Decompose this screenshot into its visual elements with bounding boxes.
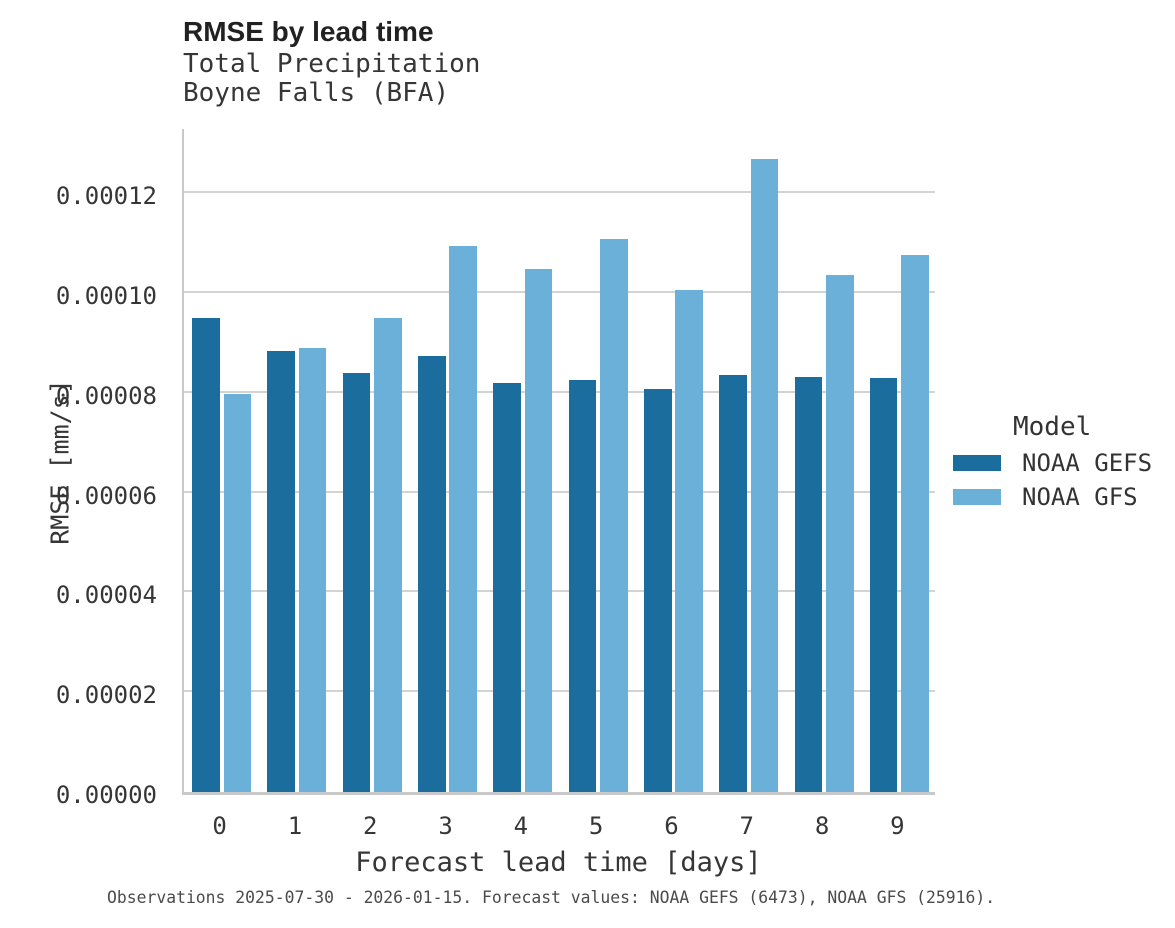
y-tick-label-0.00012: 0.00012 (55, 182, 157, 211)
bar-noaa-gfs-day-7 (750, 159, 779, 792)
x-tick-label-5: 5 (588, 812, 604, 840)
bar-noaa-gefs-day-4 (493, 382, 521, 792)
x-tick-label-9: 9 (890, 812, 905, 840)
chart-title: RMSE by lead time (183, 16, 434, 47)
bar-noaa-gefs-day-3 (418, 356, 446, 792)
x-tick-label-1: 1 (287, 812, 303, 840)
y-tick-label-0.00008: 0.00008 (55, 381, 157, 410)
bar-noaa-gefs-day-2 (342, 373, 371, 792)
chart-subtitle-station: Boyne Falls (BFA) (183, 78, 450, 108)
bar-noaa-gefs-day-8 (794, 376, 823, 792)
bar-noaa-gfs-day-3 (449, 246, 478, 792)
bar-noaa-gfs-day-9 (901, 254, 929, 792)
legend-label-noaa-gefs: NOAA GEFS (1022, 449, 1153, 477)
gridline-0.00012 (184, 191, 935, 194)
x-tick-label-3: 3 (438, 812, 453, 840)
x-tick-label-0: 0 (212, 812, 227, 840)
bar-noaa-gfs-day-1 (298, 348, 327, 792)
gridline-0.00004 (184, 590, 935, 593)
y-tick-label-0.00002: 0.00002 (55, 681, 157, 710)
legend-swatch-noaa-gefs (953, 455, 1001, 471)
bar-noaa-gfs-day-8 (825, 275, 854, 792)
chart-subtitle-variable: Total Precipitation (183, 49, 481, 79)
legend-swatch-noaa-gfs (953, 489, 1001, 505)
y-tick-label-0.00000: 0.00000 (55, 781, 157, 809)
bar-noaa-gefs-day-5 (568, 380, 597, 792)
gridline-0.00008 (184, 390, 935, 393)
x-tick-label-8: 8 (814, 812, 830, 840)
bar-noaa-gfs-day-0 (223, 394, 252, 792)
gridline-0.00002 (184, 690, 935, 693)
y-tick-label-0.00004: 0.00004 (55, 581, 157, 610)
gridline-0.00010 (184, 291, 935, 294)
caption: Observations 2025-07-30 - 2026-01-15. Fo… (107, 888, 996, 907)
legend-title: Model (1013, 412, 1092, 442)
y-tick-label-0.00006: 0.00006 (55, 481, 157, 510)
legend-label-noaa-gfs: NOAA GFS (1022, 483, 1138, 511)
bar-noaa-gfs-day-5 (600, 238, 628, 792)
legend-item-noaa-gfs: NOAA GFS (953, 480, 1152, 514)
x-axis-label: Forecast lead time [days] (355, 847, 762, 878)
bar-noaa-gefs-day-6 (643, 389, 672, 792)
x-tick-label-6: 6 (664, 812, 679, 840)
x-tick-label-2: 2 (363, 812, 378, 840)
plot-area (182, 129, 935, 795)
bar-noaa-gefs-day-7 (719, 374, 747, 792)
bar-noaa-gfs-day-2 (374, 317, 402, 792)
legend-items: NOAA GEFS NOAA GFS (953, 446, 1152, 514)
x-tick-label-7: 7 (739, 812, 754, 840)
bar-noaa-gefs-day-1 (267, 351, 296, 792)
bar-noaa-gfs-day-6 (675, 290, 703, 792)
bar-noaa-gefs-day-0 (192, 317, 220, 792)
legend-item-noaa-gefs: NOAA GEFS (953, 446, 1152, 480)
bar-noaa-gefs-day-9 (869, 378, 898, 792)
x-tick-label-4: 4 (513, 812, 529, 840)
gridline-0.00006 (184, 490, 935, 493)
y-tick-label-0.00010: 0.00010 (55, 282, 157, 311)
bar-noaa-gfs-day-4 (524, 269, 553, 792)
